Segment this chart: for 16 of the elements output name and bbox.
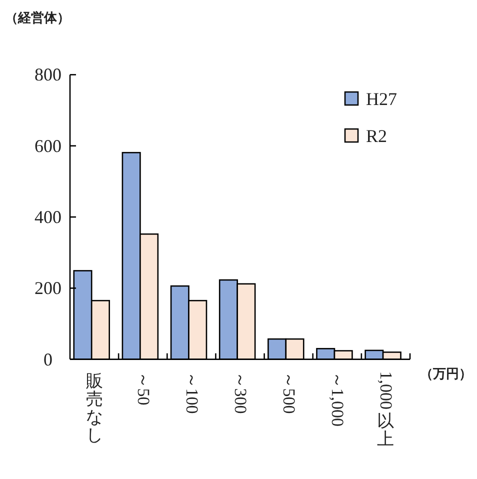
legend-label: H27 xyxy=(366,89,397,109)
y-tick-label: 600 xyxy=(34,136,62,156)
x-tick-label: 販売なし xyxy=(86,371,103,444)
x-axis-title: （万円） xyxy=(420,366,472,381)
x-tick-label: ～1,000 xyxy=(328,371,348,427)
y-axis-title: （経営体） xyxy=(5,10,70,25)
x-tick-label: ～50 xyxy=(134,371,153,406)
x-tick-label: 1,000 以上 xyxy=(376,371,396,449)
x-tick-label: ～500 xyxy=(279,371,298,414)
y-tick-label: 0 xyxy=(44,349,52,370)
x-tick-label: ～100 xyxy=(182,371,202,414)
x-tick-label: ～300 xyxy=(230,371,250,414)
y-tick-label: 800 xyxy=(34,64,62,85)
y-tick-label: 200 xyxy=(34,278,62,298)
y-tick-label: 400 xyxy=(34,207,62,227)
legend-label: R2 xyxy=(366,126,388,146)
